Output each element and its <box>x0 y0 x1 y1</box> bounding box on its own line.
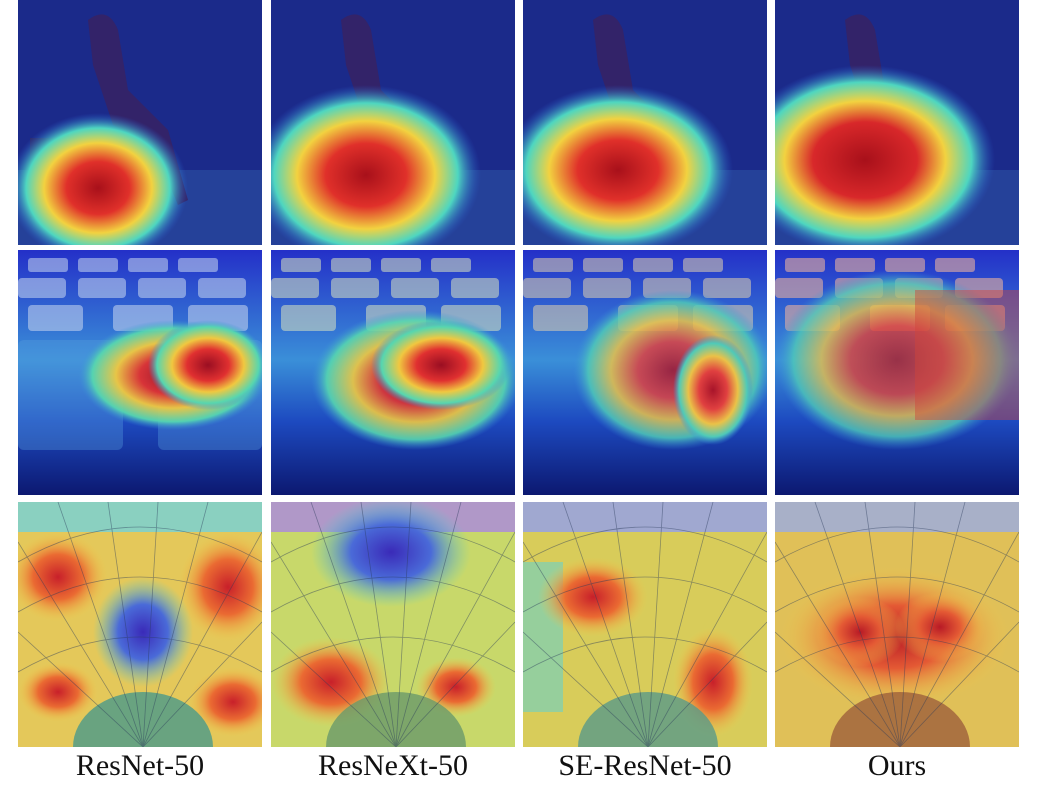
column-label-se-resnet50: SE-ResNet-50 <box>558 749 732 782</box>
heatmap-row2-resnext50 <box>271 250 515 495</box>
column-label-resnext50: ResNeXt-50 <box>318 749 468 782</box>
heatmap-row2-resnet50 <box>18 250 262 495</box>
column-label-ours: Ours <box>867 749 927 782</box>
heatmap-row1-ours <box>775 0 1019 245</box>
heatmap-row3-se-resnet50 <box>523 502 767 747</box>
heatmap-row2-se-resnet50 <box>523 250 767 495</box>
column-label-resnet50: ResNet-50 <box>75 749 205 782</box>
heatmap-row1-resnet50 <box>18 0 262 245</box>
heatmap-row1-se-resnet50 <box>523 0 767 245</box>
heatmap-row1-resnext50 <box>271 0 515 245</box>
heatmap-row3-resnet50 <box>18 502 262 747</box>
heatmap-row3-ours <box>775 502 1019 747</box>
heatmap-row2-ours <box>775 250 1019 495</box>
heatmap-row3-resnext50 <box>271 502 515 747</box>
